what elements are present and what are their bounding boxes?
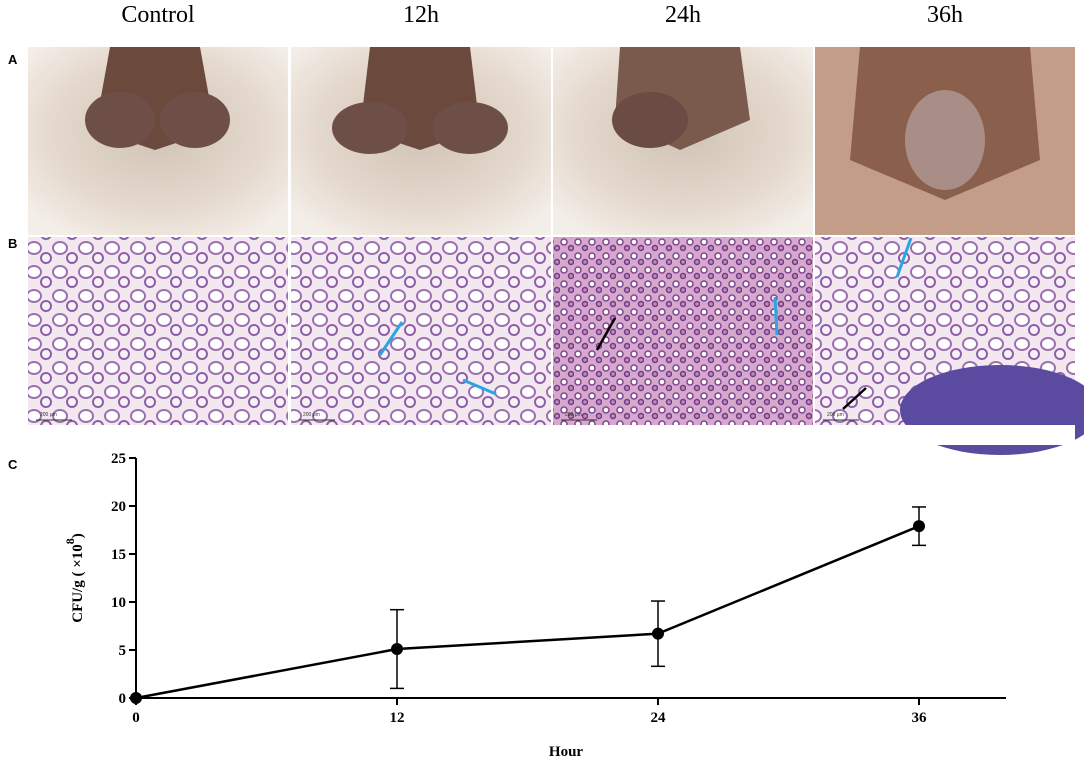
y-axis-label: CFU/g ( ×108) bbox=[63, 533, 86, 623]
y-tick-label: 0 bbox=[119, 691, 127, 707]
data-point bbox=[130, 692, 142, 704]
y-axis-label-text: CFU/g ( ×10 bbox=[70, 544, 86, 623]
chart: 0 5 10 15 20 25 0 12 24 36 Hour CFU/g ( ×108) bbox=[63, 451, 1006, 760]
scale-bars: 200 μm 200 μm 200 μm 200 μm bbox=[36, 412, 859, 421]
panel-label: B bbox=[8, 236, 17, 251]
column-title: 36h bbox=[927, 2, 963, 28]
y-tick-label: 15 bbox=[111, 547, 126, 563]
y-axis-label-end: ) bbox=[70, 533, 86, 538]
scale-bar-label: 200 μm bbox=[827, 412, 844, 418]
scale-bar-label: 200 μm bbox=[40, 412, 57, 418]
data-line bbox=[135, 525, 920, 700]
x-tick-label: 0 bbox=[132, 710, 140, 726]
data-point bbox=[652, 627, 664, 640]
data-point bbox=[391, 643, 403, 656]
x-axis-label: Hour bbox=[549, 744, 584, 760]
column-title: 12h bbox=[403, 2, 439, 28]
y-tick-label: 10 bbox=[111, 595, 126, 611]
column-title: Control bbox=[121, 2, 195, 28]
panel-b-photos bbox=[28, 237, 1084, 455]
x-tick-label: 12 bbox=[390, 710, 405, 726]
scale-bar-label: 200 μm bbox=[303, 412, 320, 418]
x-tick-label: 36 bbox=[912, 710, 928, 726]
column-titles: Control 12h 24h 36h bbox=[121, 2, 963, 28]
panel-label: C bbox=[8, 457, 18, 472]
panel-a-photos bbox=[28, 47, 1075, 235]
y-tick-label: 20 bbox=[111, 499, 126, 515]
y-tick-label: 25 bbox=[111, 451, 126, 467]
data-point bbox=[913, 520, 925, 533]
x-tick-label: 24 bbox=[651, 710, 667, 726]
column-title: 24h bbox=[665, 2, 701, 28]
scale-bar-label: 200 μm bbox=[565, 412, 582, 418]
y-tick-label: 5 bbox=[119, 643, 127, 659]
panel-label: A bbox=[8, 52, 18, 67]
y-axis-label-exponent: 8 bbox=[63, 538, 77, 544]
